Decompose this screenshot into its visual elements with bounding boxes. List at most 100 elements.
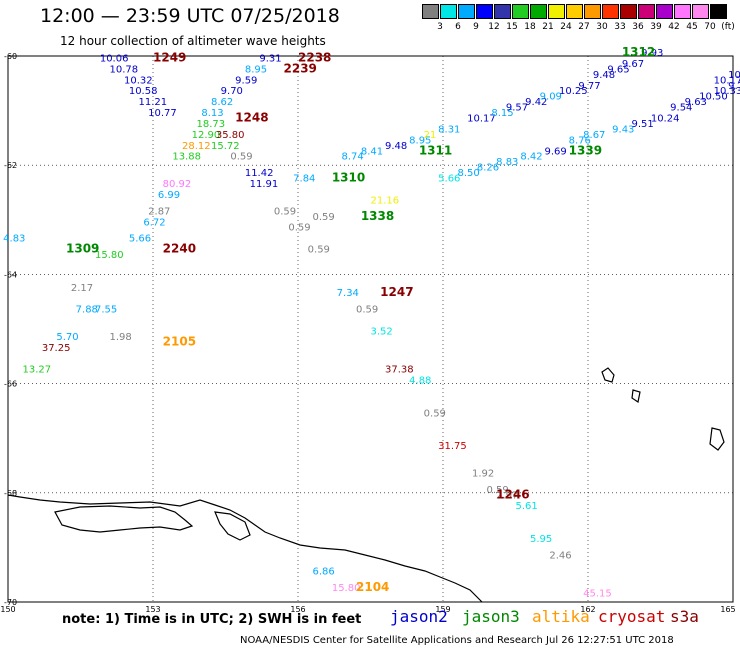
wave-height-reading: 5.70 [56, 332, 78, 343]
wave-height-reading: 18.73 [197, 119, 226, 130]
color-swatch [440, 4, 457, 19]
wave-height-reading: 10.25 [559, 86, 588, 97]
wave-height-reading: 45.15 [583, 589, 612, 600]
color-scale-label: 36 [632, 22, 644, 32]
graticule [7, 55, 734, 603]
wave-height-reading: 9.93 [641, 48, 663, 59]
wave-height-reading: 0.59 [424, 408, 446, 419]
wave-height-reading: 0.59 [313, 212, 335, 223]
wave-height-reading: 9.77 [578, 81, 600, 92]
pass-time-label: 2238 [298, 50, 331, 64]
wave-height-reading: 9.42 [525, 97, 547, 108]
wave-height-reading: 8.50 [458, 168, 480, 179]
island-outline [709, 427, 725, 451]
color-scale-label: 12 [488, 22, 500, 32]
island-outline [214, 511, 251, 541]
wave-height-reading: 0.59 [274, 206, 296, 217]
wave-height-reading: 9.51 [632, 119, 654, 130]
wave-height-reading: 1.98 [110, 332, 132, 343]
color-swatch [584, 4, 601, 19]
pass-time-label: 2105 [163, 334, 196, 348]
wave-height-reading: 8.15 [491, 108, 513, 119]
coastline [7, 367, 725, 603]
wave-height-reading: 6.72 [143, 217, 165, 228]
wave-height-reading: 8.42 [520, 152, 542, 163]
color-swatch [710, 4, 727, 19]
wave-height-reading: 21 [424, 130, 437, 141]
latitude-tick-label: -62 [4, 161, 17, 170]
island-outline [601, 367, 615, 383]
wave-height-reading: 7.88 [76, 305, 98, 316]
altimeter-readings: 10.0610.7810.3210.5811.2110.779.318.959.… [3, 48, 740, 600]
longitude-tick-label: 159 [435, 605, 450, 614]
color-scale-label: 42 [668, 22, 680, 32]
map-frame [7, 55, 734, 603]
wave-height-reading: 9.69 [545, 146, 567, 157]
wave-height-reading: 8.31 [438, 124, 460, 135]
color-swatch [602, 4, 619, 19]
wave-height-reading: 10.50 [699, 92, 728, 103]
wave-height-reading: 9.31 [259, 53, 281, 64]
footer-note: note: 1) Time is in UTC; 2) SWH is in fe… [62, 612, 362, 627]
color-scale-label: 3 [437, 22, 443, 32]
pass-time-label: 2240 [163, 242, 196, 256]
color-scale-label: 9 [473, 22, 479, 32]
wave-height-reading: 15.80 [95, 250, 124, 261]
wave-height-reading: 5.66 [438, 174, 460, 185]
wave-height-reading: 9.59 [235, 75, 257, 86]
ice-shelf-outline [54, 505, 194, 533]
wave-height-reading: 21.16 [371, 195, 400, 206]
color-scale-label: 15 [506, 22, 518, 32]
wave-height-reading: 10.33 [714, 86, 740, 97]
wave-height-reading: 8.83 [496, 157, 518, 168]
wave-height-reading: 6.99 [158, 190, 180, 201]
color-scale-label: 45 [686, 22, 698, 32]
wave-height-reading: 0.59 [356, 305, 378, 316]
pass-time-label: 2239 [284, 61, 317, 75]
longitude-tick-label: 150 [0, 605, 15, 614]
pass-time-label: 1312 [622, 45, 655, 59]
color-scale-label: 21 [542, 22, 554, 32]
wave-height-reading: 9.43 [612, 124, 634, 135]
wave-height-reading: 31.75 [438, 441, 467, 452]
color-swatch [548, 4, 565, 19]
color-swatch [620, 4, 637, 19]
wave-height-reading: 8.74 [342, 152, 364, 163]
wave-height-reading: 11.42 [245, 168, 274, 179]
color-scale-label: 70 [704, 22, 716, 32]
pass-time-label: 1311 [419, 143, 452, 157]
wave-height-reading: 15.72 [211, 141, 240, 152]
latitude-tick-label: -68 [4, 489, 17, 498]
wave-height-reading: 9.67 [622, 59, 644, 70]
wave-height-reading: 9.63 [685, 97, 707, 108]
pass-time-label: 1309 [66, 242, 99, 256]
wave-height-reading: 11.91 [250, 179, 279, 190]
wave-height-reading: 8.95 [409, 135, 431, 146]
wave-height-reading: 8.67 [583, 130, 605, 141]
pass-time-label: 2104 [356, 580, 389, 594]
wave-height-reading: 8.62 [211, 97, 233, 108]
wave-height-reading: 7.84 [293, 174, 315, 185]
axis-ticks: 150 153 156 159 162 165 -60 -62 -64 -66 -68 -70 [0, 52, 735, 614]
wave-height-reading: 10.24 [651, 114, 680, 125]
color-scale-label: 6 [455, 22, 461, 32]
pass-time-label: 1310 [332, 171, 365, 185]
wave-height-reading: 10.77 [148, 108, 177, 119]
longitude-tick-label: 165 [720, 605, 735, 614]
color-swatch [422, 4, 439, 19]
wave-height-reading: 10.06 [100, 53, 129, 64]
wave-height-reading: 13.27 [23, 365, 52, 376]
wave-height-reading: 9.57 [506, 103, 528, 114]
color-swatch [476, 4, 493, 19]
longitude-tick-label: 156 [290, 605, 305, 614]
wave-height-reading: 8.76 [569, 135, 591, 146]
pass-time-label: 1246 [496, 487, 529, 501]
wave-height-reading: 8.26 [477, 163, 499, 174]
island-outline [631, 389, 641, 403]
wave-height-reading: 6.86 [313, 567, 335, 578]
color-scale-label: 18 [524, 22, 536, 32]
pass-time-label: 1248 [235, 111, 268, 125]
color-swatch [638, 4, 655, 19]
legend-s3a: s3a [670, 607, 699, 626]
